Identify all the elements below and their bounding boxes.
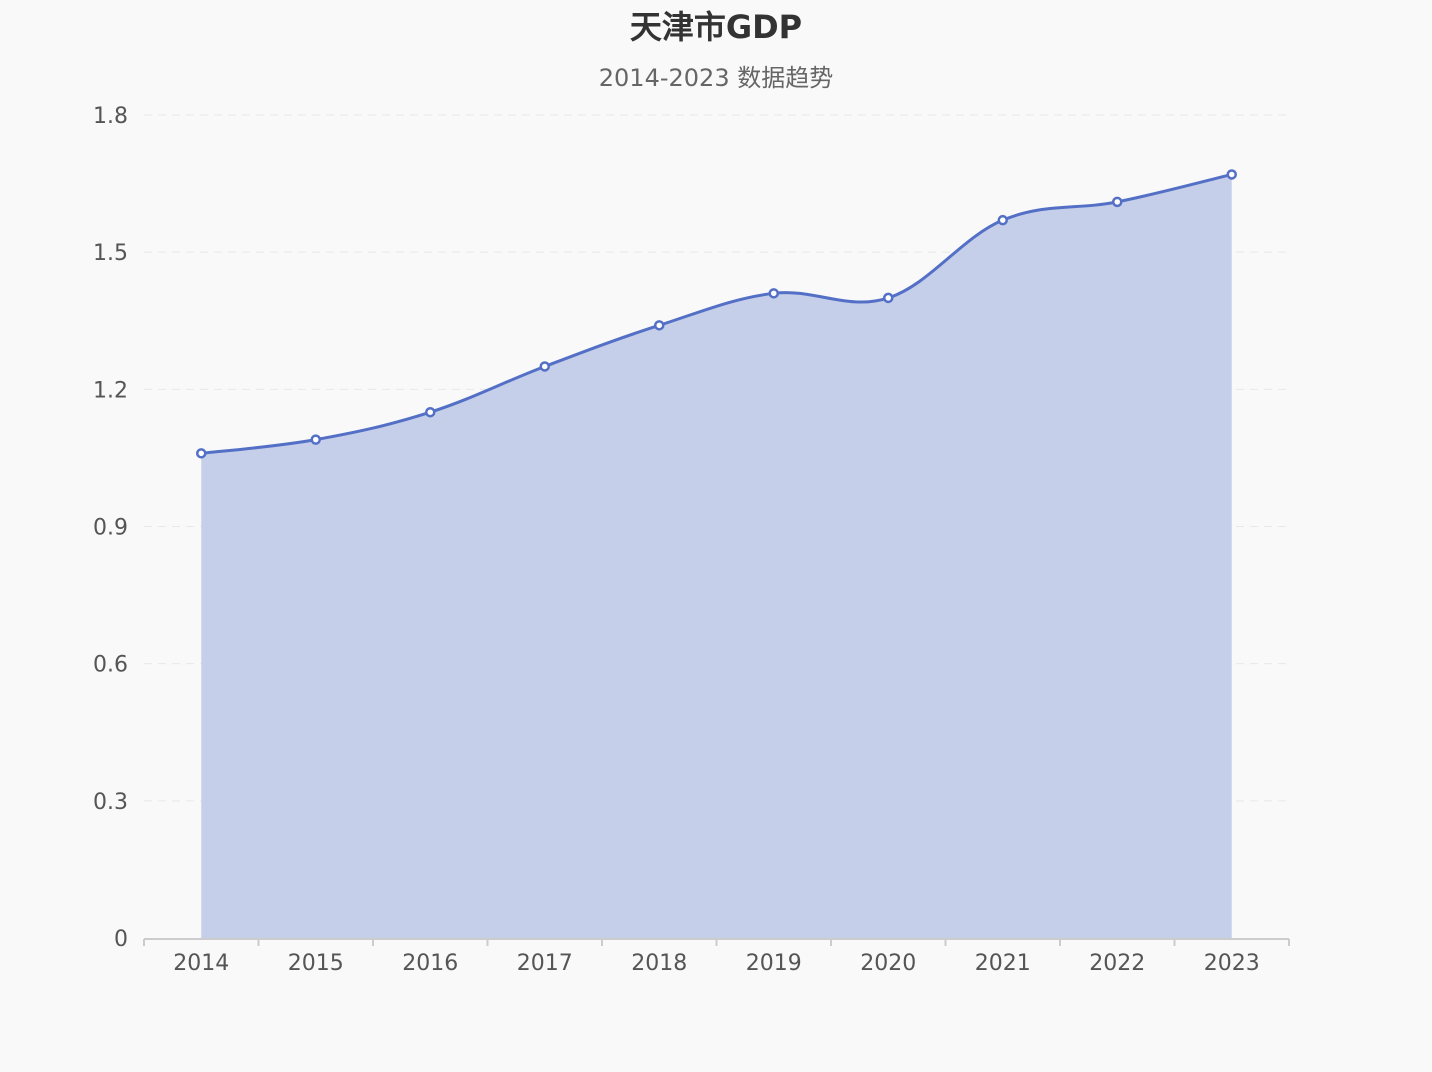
- data-point[interactable]: [654, 320, 665, 331]
- series-area: [201, 174, 1232, 938]
- x-tick-label: 2016: [402, 951, 458, 976]
- y-tick-label: 1.5: [93, 241, 128, 266]
- x-tick-label: 2021: [975, 951, 1031, 976]
- x-tick-label: 2023: [1204, 951, 1260, 976]
- x-tick-label: 2018: [631, 951, 687, 976]
- y-axis-tick-labels: 0 0.3 0.6 0.9 1.2 1.5 1.8: [93, 104, 128, 952]
- x-tick-label: 2014: [173, 951, 229, 976]
- x-axis: [143, 938, 1290, 946]
- x-tick-label: 2020: [860, 951, 916, 976]
- data-point[interactable]: [196, 448, 207, 459]
- data-point[interactable]: [1226, 169, 1237, 180]
- data-point[interactable]: [425, 406, 436, 418]
- x-tick-label: 2019: [746, 951, 802, 976]
- x-tick-label: 2015: [288, 951, 344, 976]
- y-tick-label: 0.9: [93, 516, 128, 541]
- x-tick-label: 2022: [1089, 951, 1145, 976]
- x-tick-label: 2017: [517, 951, 573, 976]
- chart-title: 天津市GDP: [629, 8, 803, 46]
- y-tick-label: 1.8: [93, 104, 128, 129]
- data-point[interactable]: [539, 361, 550, 372]
- data-point[interactable]: [997, 214, 1008, 226]
- area-layer: [201, 172, 1233, 938]
- series-line: [201, 172, 1233, 455]
- x-axis-tick-labels: 2014 2015 2016 2017 2018 2019 2020 2021 2022 2023: [173, 951, 1260, 976]
- y-tick-label: 0.6: [93, 653, 128, 678]
- chart-subtitle: 2014-2023 数据趋势: [598, 64, 834, 92]
- data-point[interactable]: [768, 288, 779, 299]
- data-point[interactable]: [1112, 196, 1123, 208]
- y-tick-label: 0: [114, 927, 128, 952]
- y-tick-label: 1.2: [93, 378, 128, 403]
- data-point[interactable]: [883, 292, 894, 304]
- data-point[interactable]: [310, 434, 321, 445]
- y-tick-label: 0.3: [93, 790, 128, 815]
- data-points: [196, 169, 1237, 459]
